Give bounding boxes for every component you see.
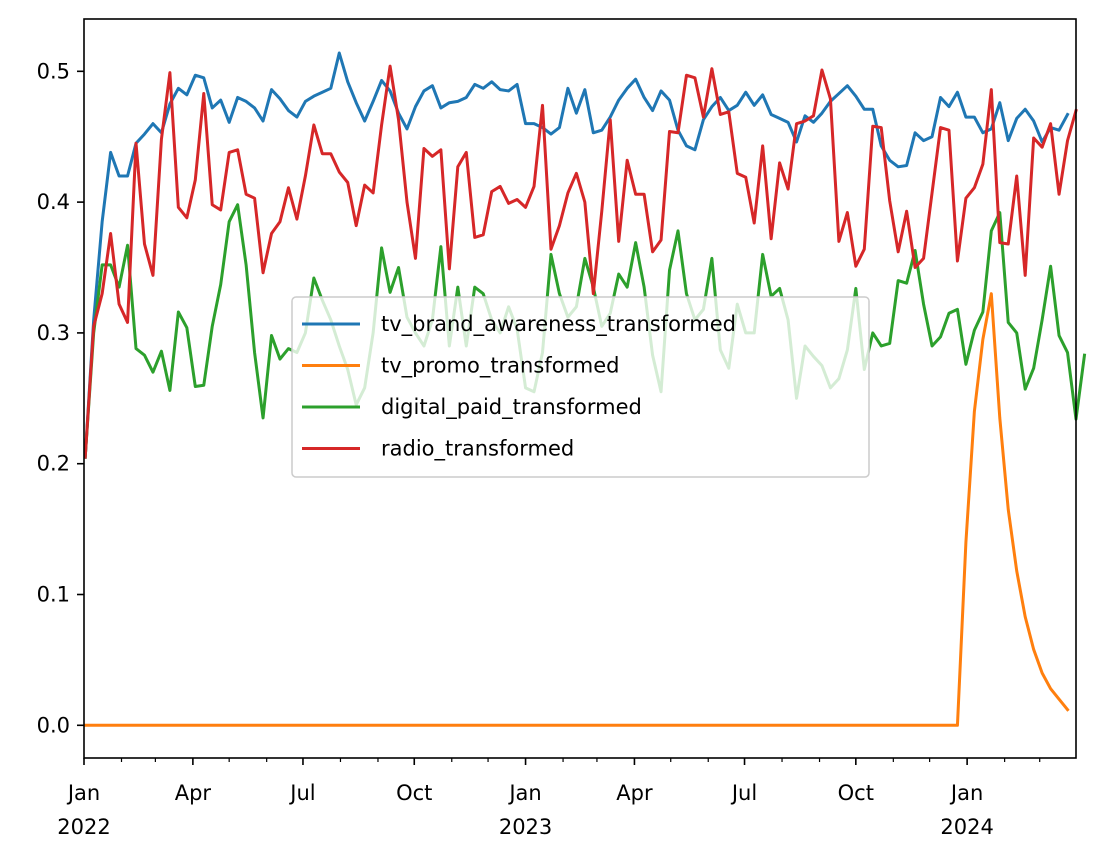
legend: tv_brand_awareness_transformed tv_promo_t… — [291, 296, 870, 478]
x-tick-year-label: 2024 — [940, 815, 993, 839]
y-tick-label: 0.1 — [37, 583, 70, 607]
x-tick-label: Oct — [838, 781, 874, 805]
legend-box — [291, 296, 870, 478]
x-tick-label: Jan — [507, 781, 541, 805]
y-tick-label: 0.4 — [37, 190, 70, 214]
y-tick-label: 0.5 — [37, 59, 70, 83]
series-line-3 — [83, 64, 1078, 459]
x-tick-year-label: 2023 — [499, 815, 552, 839]
series-layer — [83, 51, 1087, 727]
legend-label: radio_transformed — [381, 437, 574, 462]
x-tick-label: Oct — [396, 781, 432, 805]
x-tick-label: Jul — [288, 781, 315, 805]
x-tick-label: Apr — [616, 781, 653, 805]
x-tick-label: Jul — [730, 781, 757, 805]
series-line-2 — [83, 203, 1087, 459]
y-tick-label: 0.3 — [37, 321, 70, 345]
legend-label: digital_paid_transformed — [381, 395, 642, 420]
legend-label: tv_brand_awareness_transformed — [381, 312, 736, 337]
y-tick-label: 0.0 — [37, 713, 70, 737]
axes-layer: 0.0 0.1 0.2 0.3 0.4 0.5 Jan 2022 Apr Jul Oct Jan 202… — [37, 18, 1077, 839]
x-tick-label: Jan — [949, 781, 983, 805]
plot-frame — [83, 18, 1077, 759]
x-tick-label: Apr — [175, 781, 212, 805]
series-line-0 — [83, 51, 1070, 459]
x-tick-year-label: 2022 — [57, 815, 110, 839]
y-tick-label: 0.2 — [37, 452, 70, 476]
x-tick-label: Jan — [66, 781, 100, 805]
legend-label: tv_promo_transformed — [381, 354, 620, 379]
series-line-1 — [83, 292, 1070, 727]
